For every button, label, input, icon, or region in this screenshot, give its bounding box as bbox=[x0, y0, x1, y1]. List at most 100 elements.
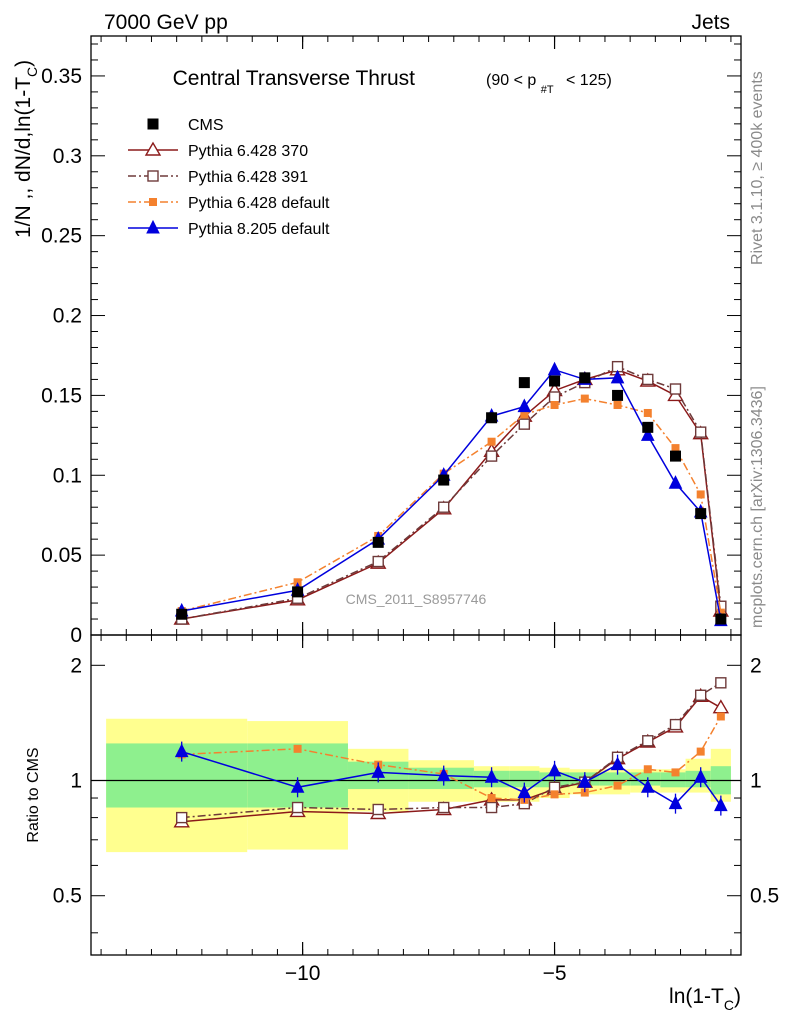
series-point bbox=[613, 400, 622, 409]
ratio-tick-label-left: 2 bbox=[70, 654, 82, 677]
ratio-series-point bbox=[371, 764, 386, 778]
y-tick-label: 0.3 bbox=[53, 145, 82, 168]
legend-marker bbox=[144, 141, 162, 156]
ratio-series-point bbox=[671, 768, 680, 777]
band-green bbox=[630, 772, 661, 786]
legend-label: CMS bbox=[188, 117, 224, 134]
legend-marker bbox=[146, 219, 160, 234]
series-point bbox=[550, 400, 559, 409]
data-point bbox=[695, 508, 707, 520]
ratio-tick-label-right: 2 bbox=[750, 654, 762, 677]
y-axis-label-main: 1/N ,, dN/d,ln(1-T bbox=[12, 77, 35, 238]
legend-marker bbox=[147, 118, 159, 130]
data-point bbox=[669, 450, 681, 462]
band-green bbox=[106, 743, 248, 808]
ratio-series-point bbox=[716, 712, 725, 721]
axis-ticks: −10 −5 0 0.05 0.1 0.15 0.2 0.25 0.3 0.35 0.5 0.5 1 1 2… bbox=[41, 36, 779, 985]
series-point bbox=[547, 361, 562, 376]
ratio-axis-label: Ratio to CMS bbox=[25, 747, 42, 842]
y-tick-label: 0 bbox=[70, 624, 82, 647]
ratio-series-point bbox=[714, 797, 728, 812]
watermark: CMS_2011_S8957746 bbox=[346, 591, 487, 607]
data-point bbox=[176, 608, 188, 620]
y-tick-label: 0.05 bbox=[41, 544, 82, 567]
series-point bbox=[517, 398, 532, 413]
y-axis-label: 1/N ,, dN/d,ln(1-TC) bbox=[12, 60, 40, 238]
data-point bbox=[372, 536, 384, 548]
series-point bbox=[518, 418, 531, 430]
data-point bbox=[715, 613, 727, 625]
ratio-series-point bbox=[372, 803, 384, 816]
ratio-series-point bbox=[694, 689, 707, 701]
ratio-series-point bbox=[669, 718, 682, 731]
series-point bbox=[548, 391, 561, 403]
series-line bbox=[181, 369, 722, 620]
legend: CMS Pythia 6.428 370 Pythia 6.428 391 Pythi… bbox=[128, 117, 330, 238]
legend-marker bbox=[147, 170, 159, 182]
legend-label: Pythia 8.205 default bbox=[188, 221, 330, 238]
ratio-series-point bbox=[290, 779, 305, 793]
chart-title-cut-sub: #T bbox=[541, 84, 554, 96]
series-layer bbox=[173, 360, 730, 828]
header-left: 7000 GeV pp bbox=[104, 11, 228, 34]
ratio-series-point bbox=[640, 779, 655, 793]
data-point bbox=[486, 412, 498, 424]
ratio-series-point bbox=[438, 801, 450, 814]
y-tick-label: 0.1 bbox=[53, 464, 82, 487]
chart-title-cut: (90 < p #T < 125) bbox=[486, 72, 612, 97]
ratio-tick-label-right: 0.5 bbox=[750, 885, 779, 908]
ratio-series-point bbox=[642, 735, 654, 747]
series-point bbox=[642, 373, 654, 386]
y-axis-label-sub: C bbox=[24, 67, 40, 77]
ratio-series-point bbox=[175, 811, 188, 824]
ratio-plot-frame bbox=[90, 634, 742, 956]
series-point bbox=[671, 444, 680, 453]
ratio-series-point bbox=[484, 769, 499, 783]
ratio-series-point bbox=[485, 801, 498, 814]
x-tick-label: −5 bbox=[543, 962, 567, 985]
ratio-series-point bbox=[291, 801, 304, 814]
side-label-mcplots: mcplots.cern.ch [arXiv:1306.3436] bbox=[749, 386, 766, 628]
x-axis-label-sub: C bbox=[724, 997, 734, 1013]
series-line bbox=[181, 365, 722, 620]
legend-label: Pythia 6.428 391 bbox=[188, 169, 308, 186]
ratio-tick-label-left: 0.5 bbox=[53, 885, 82, 908]
series-point bbox=[487, 437, 496, 446]
ratio-series-point bbox=[610, 756, 625, 771]
series-line bbox=[181, 368, 722, 621]
legend-label: Pythia 6.428 370 bbox=[188, 143, 308, 160]
series-point bbox=[610, 369, 625, 384]
ratio-series-point bbox=[436, 767, 451, 782]
data-series bbox=[176, 372, 727, 625]
ratio-series-point bbox=[613, 781, 622, 790]
header-right: Jets bbox=[691, 11, 730, 34]
ratio-tick-label-left: 1 bbox=[70, 770, 82, 793]
band-green bbox=[247, 743, 348, 808]
ratio-series-point bbox=[668, 795, 683, 810]
series-point bbox=[668, 475, 683, 489]
side-label-rivet: Rivet 3.1.10, ≥ 400k events bbox=[749, 71, 766, 265]
series-point bbox=[372, 555, 384, 568]
ratio-series-point bbox=[693, 769, 708, 783]
series-point bbox=[694, 426, 707, 438]
series-point bbox=[669, 383, 682, 395]
data-point bbox=[292, 586, 304, 598]
series-point bbox=[640, 427, 655, 441]
chart-title-cut-post: < 125) bbox=[566, 72, 612, 89]
ratio-series-point bbox=[715, 677, 727, 689]
legend-label: Pythia 6.428 default bbox=[188, 195, 330, 212]
data-point bbox=[612, 389, 624, 401]
y-axis-label-post: ) bbox=[12, 60, 35, 67]
series-point bbox=[696, 490, 705, 499]
uncertainty-bands bbox=[106, 718, 731, 853]
ratio-series-point bbox=[696, 747, 705, 756]
y-tick-label: 0.25 bbox=[41, 225, 82, 248]
y-tick-label: 0.2 bbox=[53, 305, 82, 328]
ratio-series-point bbox=[577, 774, 592, 788]
series-point bbox=[438, 501, 450, 513]
chart-title: Central Transverse Thrust bbox=[173, 67, 416, 90]
ratio-series-point bbox=[580, 788, 589, 797]
x-axis-label-main: ln(1-T bbox=[669, 985, 724, 1008]
series-point bbox=[520, 410, 529, 419]
